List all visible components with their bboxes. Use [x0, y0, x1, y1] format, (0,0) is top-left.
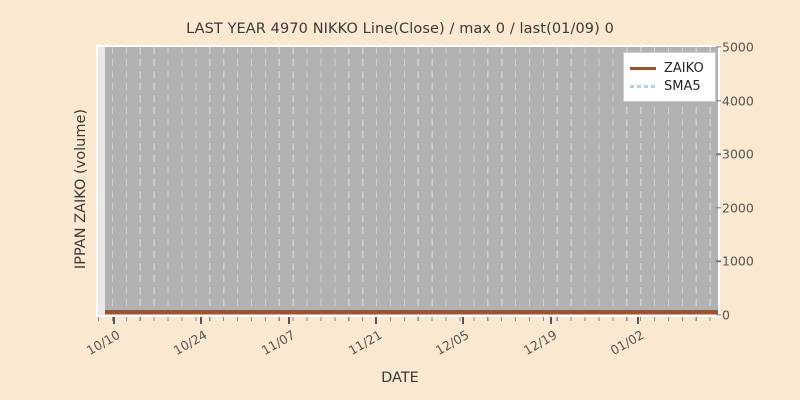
legend-label-sma5: SMA5 — [664, 78, 701, 94]
y-tick-label: 4000 — [722, 93, 754, 109]
y-tick-label: 1000 — [722, 253, 754, 269]
legend-item-zaiko[interactable]: ZAIKO — [630, 59, 707, 77]
x-tick-mark — [113, 317, 115, 324]
legend-swatch-sma5 — [630, 80, 656, 92]
x-tick-label: 11/21 — [345, 327, 385, 359]
x-tick-label: 01/02 — [607, 327, 647, 359]
y-axis-label: IPPAN ZAIKO (volume) — [73, 108, 89, 270]
y-tick-mark — [716, 260, 721, 263]
axis-spine-top — [96, 45, 720, 47]
legend-item-sma5[interactable]: SMA5 — [630, 77, 707, 95]
y-tick-mark — [716, 314, 721, 316]
y-tick-label: 2000 — [722, 200, 754, 216]
x-tick-mark — [637, 317, 639, 324]
x-tick-mark — [550, 317, 552, 324]
axis-spine-bottom — [96, 315, 720, 317]
x-tick-label: 11/07 — [258, 327, 298, 359]
y-tick-mark — [716, 153, 721, 155]
plot-left-padding — [98, 47, 105, 315]
y-tick-label: 0 — [722, 307, 730, 323]
chart-title: LAST YEAR 4970 NIKKO Line(Close) / max 0… — [186, 21, 614, 37]
x-tick-label: 10/10 — [83, 327, 123, 359]
x-axis-label: DATE — [381, 370, 419, 386]
x-axis-minor-ticks — [98, 317, 718, 321]
x-tick-label: 12/19 — [520, 327, 560, 359]
series-line-zaiko — [105, 310, 718, 314]
x-tick-label: 10/24 — [170, 327, 210, 359]
x-tick-mark — [200, 317, 202, 324]
legend-swatch-zaiko — [630, 62, 656, 74]
axis-spine-left — [96, 47, 98, 316]
chart-legend[interactable]: ZAIKO SMA5 — [623, 52, 716, 102]
plot-area — [98, 47, 718, 315]
y-tick-mark — [716, 99, 721, 102]
axis-spine-right — [718, 47, 720, 316]
y-tick-mark — [716, 207, 721, 209]
x-tick-label: 12/05 — [432, 327, 472, 359]
x-tick-mark — [375, 317, 377, 324]
y-tick-label: 5000 — [722, 39, 754, 55]
y-tick-label: 3000 — [722, 146, 754, 162]
y-tick-mark — [716, 46, 721, 48]
vertical-gridlines — [98, 47, 718, 315]
x-tick-mark — [288, 317, 290, 324]
x-tick-mark — [462, 317, 464, 324]
legend-label-zaiko: ZAIKO — [664, 60, 704, 76]
